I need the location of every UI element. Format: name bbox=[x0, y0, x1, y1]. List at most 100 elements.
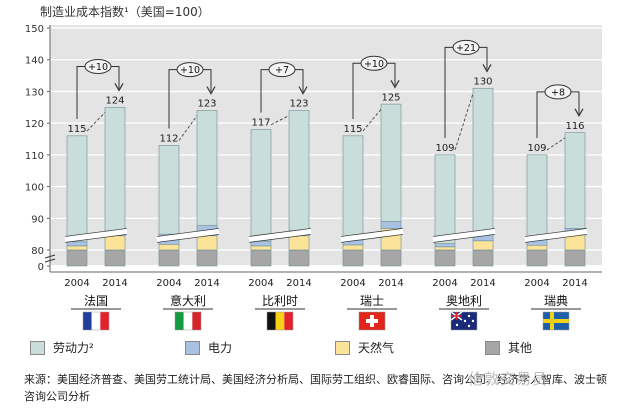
axis-break-mark bbox=[44, 254, 56, 263]
legend-item: 天然气 bbox=[335, 339, 394, 356]
delta-label: +21 bbox=[456, 43, 476, 54]
bar-segment bbox=[342, 135, 364, 241]
delta-bubble bbox=[360, 55, 388, 71]
legend-swatch bbox=[485, 340, 500, 355]
country-label: 法国 bbox=[84, 294, 108, 308]
dashed-connector bbox=[178, 115, 198, 141]
bar-segment bbox=[66, 249, 88, 267]
bar-segment bbox=[250, 129, 272, 242]
y-tick-label: 150 bbox=[25, 24, 44, 35]
bar-break-line bbox=[64, 228, 128, 243]
x-year-label: 2014 bbox=[562, 278, 587, 289]
bar-break-gap bbox=[340, 228, 404, 242]
arrow-head-icon bbox=[482, 64, 492, 73]
legend-item: 劳动力² bbox=[30, 339, 94, 356]
x-year-label: 2004 bbox=[64, 278, 89, 289]
legend-label: 电力 bbox=[208, 341, 233, 355]
bar-segment bbox=[434, 243, 456, 248]
x-year-label: 2014 bbox=[194, 278, 219, 289]
x-year-label: 2014 bbox=[286, 278, 311, 289]
country-label: 瑞典 bbox=[544, 294, 568, 308]
legend-item: 其他 bbox=[485, 339, 532, 356]
bar-segment bbox=[196, 235, 218, 251]
bar-break-line bbox=[524, 228, 588, 243]
watermark: 伦敦交易员 bbox=[468, 370, 549, 388]
bar-total-label: 123 bbox=[289, 99, 308, 110]
x-year-label: 2004 bbox=[156, 278, 181, 289]
bar-segment bbox=[158, 243, 180, 251]
legend-swatch bbox=[335, 340, 350, 355]
legend-swatch bbox=[185, 340, 200, 355]
y-tick-label: 100 bbox=[25, 183, 44, 194]
legend: 劳动力² 电力 天然气 其他 bbox=[30, 339, 600, 361]
bar-total-label: 123 bbox=[197, 99, 216, 110]
bar-segment bbox=[158, 145, 180, 235]
delta-label: +10 bbox=[364, 59, 384, 70]
bar-break-gap bbox=[524, 228, 588, 242]
arrow-head-icon bbox=[114, 83, 124, 92]
bar-break-line bbox=[340, 228, 404, 243]
bar-segment bbox=[250, 245, 272, 251]
y-tick-label: 130 bbox=[25, 87, 44, 98]
it-flag-icon bbox=[174, 311, 202, 331]
legend-label: 劳动力² bbox=[53, 341, 94, 355]
country-label: 瑞士 bbox=[360, 294, 384, 308]
y-tick-label: 110 bbox=[25, 151, 44, 162]
y-tick-label: 120 bbox=[25, 119, 44, 130]
bar-segment bbox=[526, 249, 548, 267]
bar-segment bbox=[342, 244, 364, 251]
legend-swatch bbox=[30, 340, 45, 355]
bar-break-gap bbox=[156, 228, 220, 242]
bar-total-label: 115 bbox=[343, 124, 362, 135]
ch-flag-icon bbox=[358, 311, 386, 331]
source-note: 来源：美国经济普查、美国劳工统计局、美国经济分析局、国际劳工组织、欧睿国际、咨询… bbox=[24, 373, 607, 403]
y-tick-label: 140 bbox=[25, 56, 44, 67]
bar-segment bbox=[472, 240, 494, 251]
dashed-connector bbox=[546, 137, 566, 151]
y-tick-label: 90 bbox=[31, 214, 44, 225]
bar-total-label: 116 bbox=[565, 121, 584, 132]
bar-segment bbox=[196, 110, 218, 226]
bar-segment bbox=[380, 249, 402, 267]
y-tick-label: 80 bbox=[31, 246, 44, 257]
delta-bubble bbox=[268, 62, 296, 78]
x-year-label: 2004 bbox=[432, 278, 457, 289]
bar-segment bbox=[196, 249, 218, 267]
country-label: 意大利 bbox=[170, 293, 206, 308]
y-tick-label: 0 bbox=[38, 262, 44, 273]
country-label: 比利时 bbox=[262, 294, 298, 308]
bar-total-label: 125 bbox=[381, 92, 400, 103]
bar-segment bbox=[66, 135, 88, 243]
bar-break-line bbox=[156, 228, 220, 243]
delta-bubble bbox=[544, 84, 572, 100]
delta-label: +7 bbox=[275, 65, 289, 76]
country-label: 奥地利 bbox=[446, 294, 482, 308]
delta-bubble bbox=[84, 58, 112, 74]
se-flag-icon bbox=[542, 311, 570, 331]
bar-total-label: 112 bbox=[159, 134, 178, 145]
bar-segment bbox=[472, 87, 494, 235]
delta-label: +10 bbox=[88, 62, 108, 73]
bar-total-label: 115 bbox=[67, 124, 86, 135]
bar-segment bbox=[564, 249, 586, 267]
arrow-head-icon bbox=[298, 86, 308, 95]
bar-total-label: 130 bbox=[473, 76, 492, 87]
bar-break-line bbox=[432, 228, 496, 243]
bar-segment bbox=[434, 246, 456, 251]
bar-break-gap bbox=[64, 228, 128, 242]
bar-segment bbox=[380, 103, 402, 222]
bar-total-label: 117 bbox=[251, 118, 270, 129]
x-year-label: 2014 bbox=[470, 278, 495, 289]
arrow-head-icon bbox=[574, 108, 584, 118]
bar-segment bbox=[104, 106, 126, 232]
bar-segment bbox=[66, 245, 88, 251]
legend-item: 电力 bbox=[185, 339, 232, 356]
delta-bubble bbox=[176, 62, 204, 78]
x-year-label: 2014 bbox=[378, 278, 403, 289]
bar-segment bbox=[288, 235, 310, 251]
bar-segment bbox=[342, 249, 364, 267]
bar-segment bbox=[434, 154, 456, 244]
legend-label: 天然气 bbox=[358, 341, 395, 355]
legend-label: 其他 bbox=[508, 341, 533, 355]
delta-bubble bbox=[452, 39, 480, 55]
